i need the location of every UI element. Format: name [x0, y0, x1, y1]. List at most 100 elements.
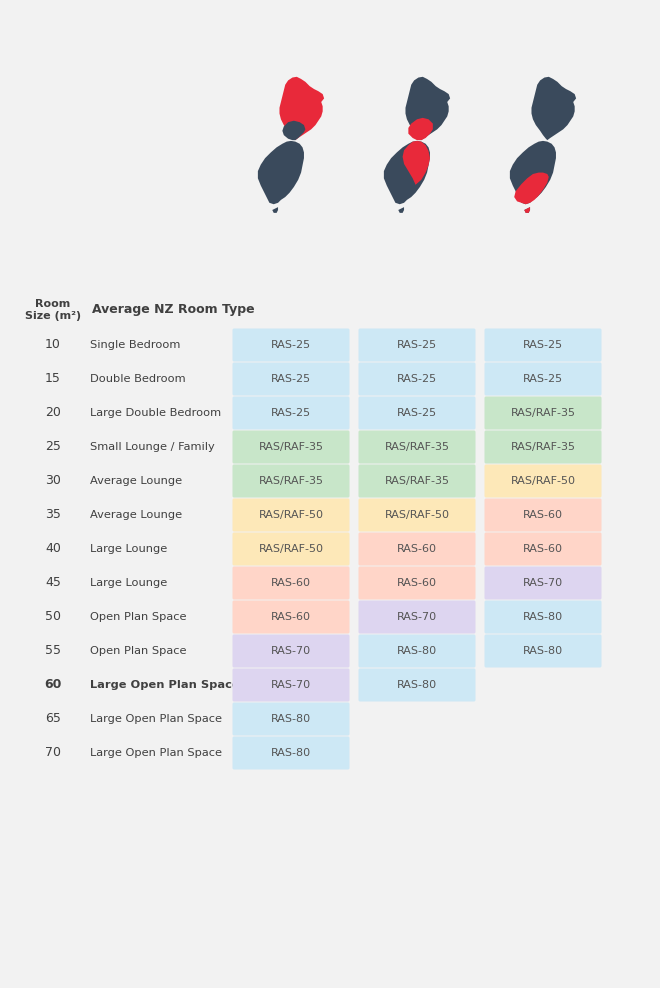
Text: RAS-25: RAS-25: [523, 340, 563, 350]
FancyBboxPatch shape: [358, 464, 475, 498]
Text: 45: 45: [45, 577, 61, 590]
FancyBboxPatch shape: [484, 634, 601, 668]
FancyBboxPatch shape: [232, 669, 350, 701]
Text: RAS/RAF-35: RAS/RAF-35: [510, 408, 576, 418]
Polygon shape: [510, 141, 556, 205]
FancyBboxPatch shape: [484, 431, 601, 463]
Text: RAS-80: RAS-80: [523, 646, 563, 656]
Polygon shape: [403, 141, 430, 185]
Text: RAS-60: RAS-60: [523, 544, 563, 554]
Polygon shape: [514, 173, 548, 205]
Text: RAS-70: RAS-70: [523, 578, 563, 588]
Text: Average NZ Room Type: Average NZ Room Type: [92, 303, 255, 316]
Text: RAS-80: RAS-80: [397, 646, 437, 656]
Text: RAS/RAF-35: RAS/RAF-35: [385, 476, 449, 486]
Polygon shape: [398, 207, 404, 212]
Text: RAS/RAF-35: RAS/RAF-35: [259, 442, 323, 452]
Text: 35: 35: [45, 509, 61, 522]
Text: 70: 70: [45, 747, 61, 760]
Text: Small Lounge / Family: Small Lounge / Family: [90, 442, 214, 452]
Polygon shape: [384, 141, 430, 205]
Text: Single Bedroom: Single Bedroom: [90, 340, 180, 350]
FancyBboxPatch shape: [358, 601, 475, 633]
Text: Double Bedroom: Double Bedroom: [90, 374, 185, 384]
Text: RAS/RAF-35: RAS/RAF-35: [510, 442, 576, 452]
Text: RAS-25: RAS-25: [271, 340, 311, 350]
FancyBboxPatch shape: [358, 328, 475, 362]
Text: Average Lounge: Average Lounge: [90, 476, 182, 486]
FancyBboxPatch shape: [484, 328, 601, 362]
Text: Room
Size (m²): Room Size (m²): [25, 299, 81, 321]
Text: RAS-70: RAS-70: [271, 646, 311, 656]
Text: RAS-70: RAS-70: [271, 680, 311, 690]
FancyBboxPatch shape: [484, 396, 601, 430]
FancyBboxPatch shape: [358, 566, 475, 600]
Text: 15: 15: [45, 372, 61, 385]
Polygon shape: [405, 77, 450, 140]
Text: Open Plan Space: Open Plan Space: [90, 646, 187, 656]
Text: 10: 10: [45, 339, 61, 352]
Text: RAS/RAF-35: RAS/RAF-35: [259, 476, 323, 486]
Text: 65: 65: [45, 712, 61, 725]
Text: RAS/RAF-50: RAS/RAF-50: [510, 476, 576, 486]
FancyBboxPatch shape: [232, 363, 350, 395]
Text: RAS-25: RAS-25: [397, 340, 437, 350]
Text: RAS-25: RAS-25: [271, 374, 311, 384]
FancyBboxPatch shape: [232, 601, 350, 633]
Polygon shape: [409, 118, 433, 140]
Text: RAS-60: RAS-60: [271, 578, 311, 588]
Text: RAS-80: RAS-80: [397, 680, 437, 690]
FancyBboxPatch shape: [232, 702, 350, 735]
FancyBboxPatch shape: [358, 363, 475, 395]
Text: RAS-60: RAS-60: [271, 612, 311, 622]
FancyBboxPatch shape: [358, 396, 475, 430]
FancyBboxPatch shape: [484, 566, 601, 600]
FancyBboxPatch shape: [232, 396, 350, 430]
FancyBboxPatch shape: [358, 634, 475, 668]
Text: RAS-80: RAS-80: [523, 612, 563, 622]
FancyBboxPatch shape: [232, 566, 350, 600]
FancyBboxPatch shape: [232, 499, 350, 532]
Text: RAS-60: RAS-60: [523, 510, 563, 520]
Text: RAS-60: RAS-60: [397, 544, 437, 554]
FancyBboxPatch shape: [358, 431, 475, 463]
Text: Large Lounge: Large Lounge: [90, 578, 167, 588]
FancyBboxPatch shape: [484, 363, 601, 395]
Text: RAS/RAF-35: RAS/RAF-35: [385, 442, 449, 452]
Text: RAS-80: RAS-80: [271, 714, 311, 724]
Polygon shape: [524, 207, 530, 212]
FancyBboxPatch shape: [232, 464, 350, 498]
FancyBboxPatch shape: [232, 736, 350, 770]
FancyBboxPatch shape: [358, 669, 475, 701]
Text: RAS-25: RAS-25: [397, 374, 437, 384]
Text: RAS/RAF-50: RAS/RAF-50: [259, 544, 323, 554]
FancyBboxPatch shape: [358, 499, 475, 532]
Text: Average Lounge: Average Lounge: [90, 510, 182, 520]
Text: 20: 20: [45, 406, 61, 420]
Text: Open Plan Space: Open Plan Space: [90, 612, 187, 622]
FancyBboxPatch shape: [484, 601, 601, 633]
Polygon shape: [524, 207, 530, 212]
Polygon shape: [273, 207, 278, 212]
Text: 60: 60: [44, 679, 61, 692]
FancyBboxPatch shape: [232, 431, 350, 463]
Polygon shape: [279, 77, 324, 140]
Text: RAS/RAF-50: RAS/RAF-50: [259, 510, 323, 520]
Text: RAS-25: RAS-25: [271, 408, 311, 418]
Polygon shape: [282, 121, 306, 140]
Polygon shape: [258, 141, 304, 205]
FancyBboxPatch shape: [484, 499, 601, 532]
Text: RAS-80: RAS-80: [271, 748, 311, 758]
Text: 30: 30: [45, 474, 61, 487]
Text: Large Double Bedroom: Large Double Bedroom: [90, 408, 221, 418]
Text: 55: 55: [45, 644, 61, 657]
Polygon shape: [531, 77, 576, 140]
Text: Large Lounge: Large Lounge: [90, 544, 167, 554]
Text: 25: 25: [45, 441, 61, 453]
Text: RAS-60: RAS-60: [397, 578, 437, 588]
FancyBboxPatch shape: [484, 464, 601, 498]
Text: RAS-25: RAS-25: [523, 374, 563, 384]
FancyBboxPatch shape: [232, 328, 350, 362]
Text: RAS-25: RAS-25: [397, 408, 437, 418]
Text: RAS/RAF-50: RAS/RAF-50: [385, 510, 449, 520]
